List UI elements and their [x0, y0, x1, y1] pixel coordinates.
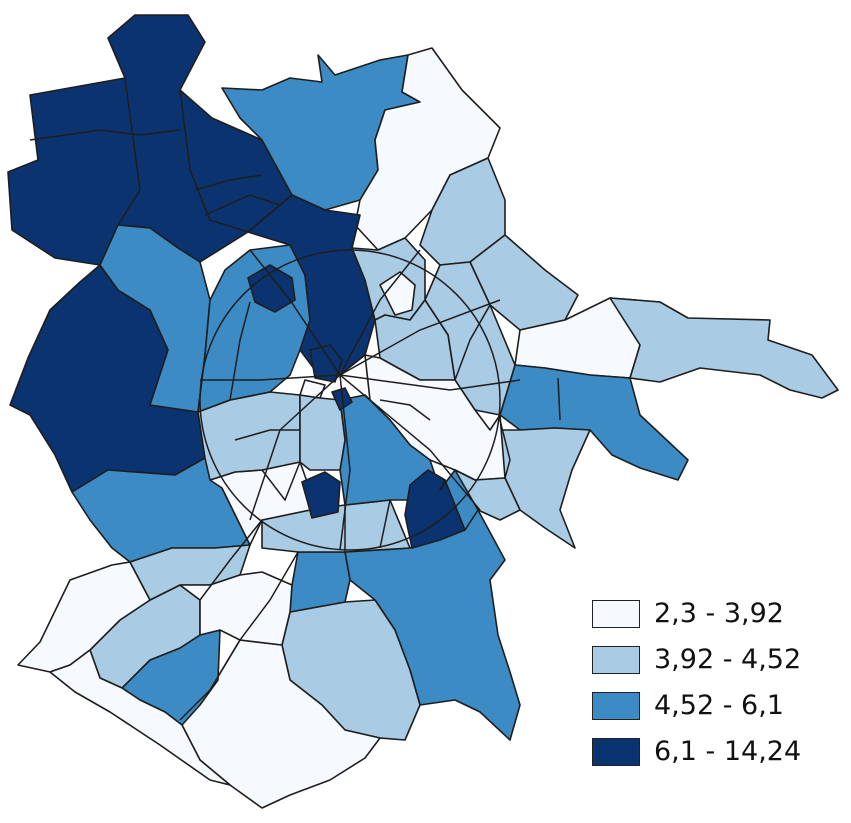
legend-item: 2,3 - 3,92 — [592, 596, 842, 642]
region — [247, 264, 296, 313]
legend-label: 2,3 - 3,92 — [654, 598, 784, 629]
legend-swatch — [592, 738, 640, 766]
region — [379, 271, 416, 316]
legend-swatch — [592, 646, 640, 674]
region — [49, 649, 231, 786]
legend: 2,3 - 3,92 3,92 - 4,52 4,52 - 6,1 6,1 - … — [592, 596, 842, 780]
legend-item: 3,92 - 4,52 — [592, 642, 842, 688]
region — [299, 394, 346, 471]
region — [289, 551, 351, 613]
region — [454, 469, 521, 521]
region — [301, 471, 341, 519]
legend-label: 3,92 - 4,52 — [654, 644, 802, 675]
region — [609, 297, 839, 399]
legend-swatch — [592, 692, 640, 720]
region — [17, 561, 151, 673]
region — [469, 234, 579, 331]
region — [404, 469, 466, 549]
legend-swatch — [592, 600, 640, 628]
region — [299, 379, 326, 399]
legend-item: 6,1 - 14,24 — [592, 734, 842, 780]
legend-item: 4,52 - 6,1 — [592, 688, 842, 734]
region — [309, 344, 343, 383]
legend-label: 6,1 - 14,24 — [654, 736, 802, 767]
legend-label: 4,52 - 6,1 — [654, 690, 784, 721]
region — [197, 244, 311, 413]
